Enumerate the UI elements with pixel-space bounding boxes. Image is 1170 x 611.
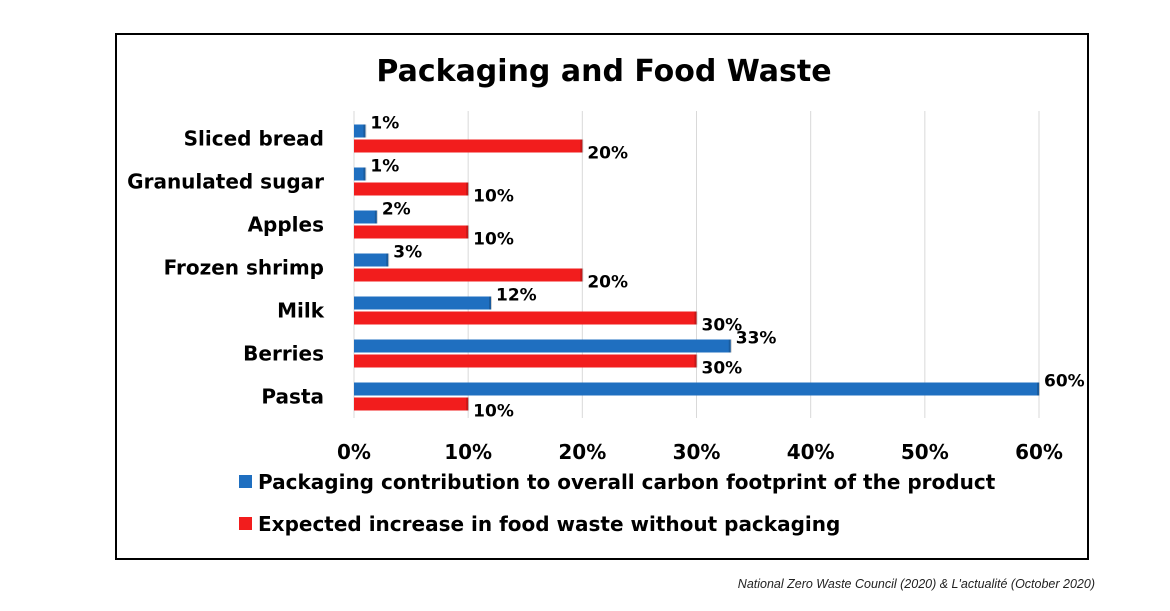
bar-edge (694, 354, 698, 368)
bar-packaging (354, 296, 491, 310)
legend-swatch (239, 517, 252, 530)
data-label-food-waste: 10% (473, 402, 514, 422)
bar-edge (386, 253, 390, 267)
category-label: Granulated sugar (127, 170, 324, 194)
x-tick-label: 10% (444, 440, 492, 464)
chart-title: Packaging and Food Waste (376, 54, 831, 89)
data-label-packaging: 1% (370, 114, 399, 134)
data-label-food-waste: 30% (702, 316, 743, 336)
legend-label: Expected increase in food waste without … (258, 512, 840, 536)
data-label-food-waste: 10% (473, 230, 514, 250)
data-labels: 1%20%1%10%2%10%3%20%12%30%33%30%60%10% (370, 114, 1084, 422)
bar-packaging (354, 210, 377, 224)
bar-edge (728, 339, 732, 353)
data-label-packaging: 12% (496, 286, 537, 306)
bar-packaging (354, 253, 389, 267)
bar-food-waste (354, 397, 469, 411)
bar-packaging (354, 124, 366, 138)
bar-packaging (354, 167, 366, 181)
data-label-food-waste: 10% (473, 187, 514, 207)
category-label: Sliced bread (184, 127, 324, 151)
data-label-packaging: 3% (393, 243, 422, 263)
data-label-packaging: 33% (736, 329, 777, 349)
category-label: Pasta (261, 385, 324, 409)
grid-lines (353, 111, 1040, 418)
legend-swatch (239, 475, 252, 488)
category-label: Milk (277, 299, 325, 323)
bar-edge (363, 167, 367, 181)
bar-edge (489, 296, 492, 310)
chart-svg: Packaging and Food Waste 0% 10% 20% 30% 40% 5… (127, 54, 1085, 536)
x-tick-label: 40% (787, 440, 835, 464)
bar-food-waste (354, 139, 583, 153)
data-label-food-waste: 20% (587, 273, 628, 293)
chart-frame: Packaging and Food Waste 0% 10% 20% 30% 40% 5… (115, 33, 1089, 560)
bar-edge (466, 182, 470, 196)
bar-edge (363, 124, 367, 138)
source-note: National Zero Waste Council (2020) & L'a… (737, 577, 1095, 591)
bar-edge (1037, 382, 1040, 396)
category-label: Frozen shrimp (164, 256, 324, 280)
x-tick-label: 50% (901, 440, 949, 464)
data-label-packaging: 1% (370, 157, 399, 177)
x-axis-ticks: 0% 10% 20% 30% 40% 50% 60% (337, 440, 1063, 464)
bar-food-waste (354, 268, 583, 282)
bar-edge (694, 311, 698, 325)
bar-edge (580, 268, 584, 282)
bar-edge (374, 210, 378, 224)
x-tick-label: 0% (337, 440, 371, 464)
legend: Packaging contribution to overall carbon… (239, 470, 996, 536)
bar-packaging (354, 382, 1039, 396)
bar-food-waste (354, 225, 469, 239)
bar-packaging (354, 339, 731, 353)
x-tick-label: 60% (1015, 440, 1063, 464)
x-tick-label: 20% (558, 440, 606, 464)
bar-edge (466, 397, 470, 411)
bars (354, 124, 1040, 411)
category-label: Apples (248, 213, 324, 237)
data-label-packaging: 60% (1044, 372, 1085, 392)
category-label: Berries (243, 342, 324, 366)
bar-food-waste (354, 311, 697, 325)
legend-label: Packaging contribution to overall carbon… (258, 470, 996, 494)
data-label-packaging: 2% (382, 200, 411, 220)
data-label-food-waste: 20% (587, 144, 628, 164)
category-labels: Sliced bread Granulated sugar Apples Frozen… (127, 127, 325, 409)
data-label-food-waste: 30% (702, 359, 743, 379)
bar-edge (466, 225, 470, 239)
bar-food-waste (354, 182, 469, 196)
bar-edge (580, 139, 584, 153)
bar-food-waste (354, 354, 697, 368)
x-tick-label: 30% (673, 440, 721, 464)
